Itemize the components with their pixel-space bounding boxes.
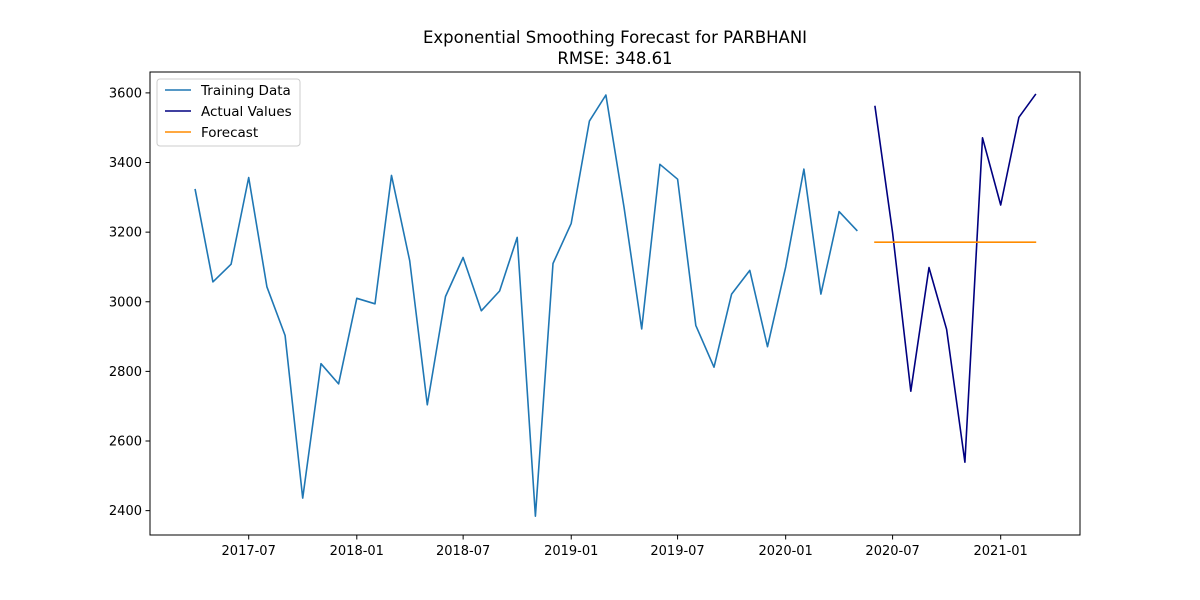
x-tick-label: 2021-01	[974, 544, 1028, 559]
x-tick-label: 2020-07	[865, 544, 919, 559]
chart-subtitle: RMSE: 348.61	[557, 49, 672, 68]
x-tick-label: 2019-01	[544, 544, 598, 559]
plot-area-frame	[149, 71, 1081, 536]
legend-label-training-data: Training Data	[200, 83, 291, 99]
legend: Training Data Actual Values Forecast	[156, 78, 301, 147]
x-tick-label: 2020-01	[759, 544, 813, 559]
legend-label-forecast: Forecast	[201, 125, 258, 141]
y-tick-label: 3400	[109, 156, 142, 171]
x-tick-label: 2018-01	[330, 544, 384, 559]
legend-label-actual-values: Actual Values	[201, 104, 292, 120]
series-layer	[194, 93, 1037, 518]
x-tick-label: 2018-07	[436, 544, 490, 559]
chart-title: Exponential Smoothing Forecast for PARBH…	[423, 28, 807, 47]
x-axis: 2017-07 2018-01 2018-07 2019-01 2019-07 2020-…	[222, 535, 1028, 559]
y-axis: 2400 2600 2800 3000 3200 3400 3600	[109, 86, 150, 519]
x-tick-label: 2019-07	[650, 544, 704, 559]
legend-box	[156, 78, 301, 147]
y-tick-label: 3600	[109, 86, 142, 101]
x-tick-label: 2017-07	[222, 544, 276, 559]
y-tick-label: 2800	[109, 365, 142, 380]
y-tick-label: 3000	[109, 295, 142, 310]
y-tick-label: 2400	[109, 504, 142, 519]
series-line-actual-values	[874, 93, 1037, 464]
series-line-training-data	[194, 94, 858, 518]
y-tick-label: 2600	[109, 435, 142, 450]
y-tick-label: 3200	[109, 226, 142, 241]
